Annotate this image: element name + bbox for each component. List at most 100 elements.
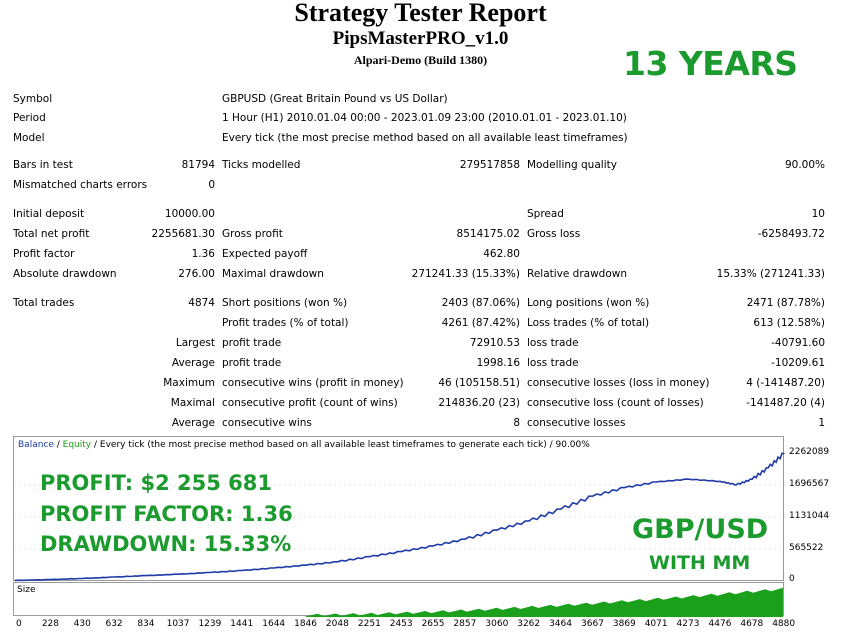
- ticks-label: Ticks modelled: [222, 159, 301, 171]
- relative-drawdown-value: 15.33% (271241.33): [716, 268, 825, 280]
- maximal-consecutive-loss-label: consecutive loss (count of losses): [527, 397, 704, 409]
- x-tick-label: 3060: [485, 619, 509, 629]
- y-tick-label: 0: [789, 574, 795, 584]
- expected-payoff-value: 462.80: [483, 248, 520, 260]
- maximal-consecutive-loss-value: -141487.20 (4): [746, 397, 825, 409]
- max-consecutive-wins-value: 46 (105158.51): [438, 377, 520, 389]
- data-point: [305, 564, 307, 566]
- x-tick-label: 0: [16, 619, 22, 629]
- x-tick-label: 4678: [740, 619, 764, 629]
- model-label: Model: [13, 132, 45, 144]
- average-consecutive-losses-label: consecutive losses: [527, 417, 626, 429]
- maximal-drawdown-value: 271241.33 (15.33%): [411, 268, 520, 280]
- net-profit-value: 2255681.30: [151, 228, 215, 240]
- absolute-drawdown-label: Absolute drawdown: [13, 268, 117, 280]
- total-trades-label: Total trades: [13, 297, 75, 309]
- net-profit-label: Total net profit: [13, 228, 90, 240]
- average-loss-value: -10209.61: [771, 357, 825, 369]
- server-build: Alpari-Demo (Build 1380): [353, 53, 488, 67]
- mismatch-label: Mismatched charts errors: [13, 179, 148, 191]
- legend-separator: /: [53, 440, 63, 450]
- deposit-label: Initial deposit: [13, 208, 85, 220]
- size-area: [305, 587, 783, 617]
- x-tick-label: 3464: [549, 619, 572, 629]
- period-value: 1 Hour (H1) 2010.01.04 00:00 - 2023.01.0…: [222, 112, 627, 124]
- average-consecutive-wins-value: 8: [513, 417, 520, 429]
- profit-factor-value: 1.36: [191, 248, 215, 260]
- x-tick-label: 4476: [708, 619, 732, 629]
- overlay-profit: PROFIT: $2 255 681: [40, 471, 272, 495]
- x-tick-label: 1239: [198, 619, 222, 629]
- bars-value: 81794: [181, 159, 215, 171]
- data-point: [464, 538, 466, 540]
- symbol-label: Symbol: [13, 93, 53, 105]
- x-tick-label: 1441: [230, 619, 254, 629]
- data-point: [560, 508, 562, 510]
- absolute-drawdown-value: 276.00: [178, 268, 215, 280]
- bars-label: Bars in test: [13, 159, 73, 171]
- x-tick-label: 2453: [389, 619, 413, 629]
- data-point: [751, 478, 753, 480]
- profit-trades-value: 4261 (87.42%): [441, 317, 520, 329]
- x-tick-label: 2048: [325, 619, 349, 629]
- data-point: [783, 452, 785, 454]
- x-tick-label: 632: [105, 619, 123, 629]
- x-tick-label: 4880: [772, 619, 796, 629]
- gross-profit-label: Gross profit: [222, 228, 283, 240]
- long-positions-label: Long positions (won %): [527, 297, 650, 309]
- y-tick-label: 565522: [789, 543, 824, 553]
- largest-label: Largest: [175, 337, 215, 349]
- size-chart: [13, 582, 784, 617]
- max-consecutive-losses-value: 4 (-141487.20): [746, 377, 825, 389]
- data-point: [719, 480, 721, 483]
- legend-description: / Every tick (the most precise method ba…: [91, 440, 590, 450]
- data-point: [432, 545, 434, 547]
- overlay-mm: WITH MM: [649, 552, 751, 574]
- chart-legend: Balance / Equity / Every tick (the most …: [18, 440, 590, 450]
- data-point: [687, 478, 689, 480]
- data-point: [400, 550, 403, 553]
- ticks-value: 279517858: [459, 159, 520, 171]
- quality-value: 90.00%: [784, 159, 825, 171]
- data-point: [655, 481, 658, 483]
- average-label: Average: [171, 357, 215, 369]
- max-consecutive-losses-label: consecutive losses (loss in money): [527, 377, 710, 389]
- gross-loss-value: -6258493.72: [757, 228, 825, 240]
- overlay-profit-factor: PROFIT FACTOR: 1.36: [40, 502, 293, 526]
- maximal-consecutive-profit-value: 214836.20 (23): [438, 397, 520, 409]
- legend-equity: Equity: [62, 440, 92, 450]
- max-consecutive-wins-label: consecutive wins (profit in money): [222, 377, 404, 389]
- profit-factor-label: Profit factor: [13, 248, 75, 260]
- data-point: [592, 495, 594, 497]
- x-tick-label: 1846: [294, 619, 317, 629]
- x-tick-label: 1037: [166, 619, 190, 629]
- overlay-pair: GBP/USD: [632, 514, 769, 545]
- largest-loss-label: loss trade: [527, 337, 579, 349]
- ea-name: PipsMasterPRO_v1.0: [332, 28, 509, 49]
- data-point: [177, 573, 180, 575]
- average-consecutive-label: Average: [171, 417, 215, 429]
- x-tick-label: 3869: [612, 619, 636, 629]
- maximum-label: Maximum: [163, 377, 215, 389]
- data-point: [767, 467, 769, 469]
- short-positions-label: Short positions (won %): [222, 297, 348, 309]
- data-point: [496, 529, 498, 531]
- data-point: [369, 556, 371, 558]
- short-positions-value: 2403 (87.06%): [441, 297, 520, 309]
- period-label: Period: [13, 112, 46, 124]
- data-point: [337, 561, 339, 563]
- balance-chart: [13, 436, 785, 582]
- data-point: [528, 520, 530, 522]
- data-point: [50, 578, 52, 581]
- x-tick-label: 2251: [357, 619, 381, 629]
- largest-profit-label: profit trade: [222, 337, 282, 349]
- quality-label: Modelling quality: [527, 159, 617, 171]
- y-tick-label: 1696567: [789, 479, 830, 489]
- mismatch-value: 0: [208, 179, 215, 191]
- gross-profit-value: 8514175.02: [456, 228, 520, 240]
- overlay-drawdown: DRAWDOWN: 15.33%: [40, 532, 292, 556]
- x-tick-label: 3262: [517, 619, 541, 629]
- size-chart-svg: [305, 587, 783, 617]
- x-tick-label: 4071: [644, 619, 668, 629]
- years-badge: 13 YEARS: [623, 44, 798, 83]
